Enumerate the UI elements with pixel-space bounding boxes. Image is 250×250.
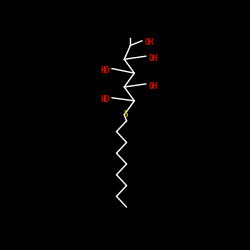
Text: OH: OH	[148, 54, 158, 63]
Text: HO: HO	[100, 96, 110, 104]
Text: S: S	[124, 110, 128, 119]
Text: HO: HO	[100, 66, 110, 75]
Text: OH: OH	[144, 38, 154, 48]
Text: OH: OH	[148, 82, 158, 90]
